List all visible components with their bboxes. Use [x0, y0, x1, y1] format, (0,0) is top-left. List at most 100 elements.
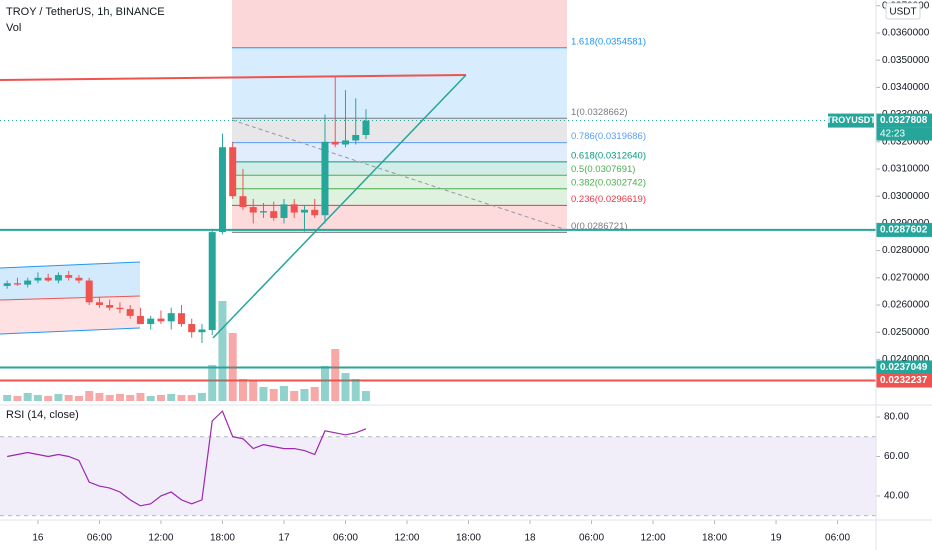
volume-label: Vol: [6, 22, 21, 34]
candle-body: [54, 275, 62, 281]
price-label: 0.0232237: [880, 375, 928, 386]
volume-bar: [320, 366, 329, 401]
currency[interactable]: USDT: [889, 7, 916, 18]
x-tick-label: 06:00: [87, 533, 112, 544]
candle-body: [311, 209, 319, 216]
volume-bar: [126, 395, 135, 401]
countdown: 42:23: [880, 129, 905, 140]
price-label-box: [876, 113, 932, 128]
rsi-band: [0, 436, 876, 516]
candle-body: [116, 307, 124, 310]
volume-bar: [208, 365, 217, 401]
y-tick-label: 0.0270000: [882, 272, 930, 283]
candle-body: [24, 280, 32, 285]
volume-bar: [290, 391, 299, 401]
volume-bar: [85, 391, 94, 401]
volume-bar: [156, 395, 165, 401]
candle-body: [331, 141, 339, 145]
volume-bar: [177, 395, 186, 401]
candle-body: [218, 147, 226, 233]
fib-label: 1.618(0.0354581): [571, 36, 646, 47]
price-label-box: [876, 373, 932, 388]
candle-body: [188, 324, 196, 333]
channel-line: [0, 261, 141, 269]
x-tick-label: 19: [770, 533, 782, 544]
volume-bar: [44, 396, 53, 401]
volume-bar: [228, 333, 237, 401]
volume-bar: [23, 393, 32, 401]
trend-line: [212, 74, 467, 339]
volume-bar: [13, 396, 22, 401]
rsi-line: [7, 410, 367, 507]
candle-body: [95, 302, 103, 306]
volume-bar: [3, 395, 12, 401]
price-label: 0.0287602: [880, 225, 928, 236]
fib-zone: [232, 161, 567, 176]
candle-body: [270, 211, 278, 218]
y-tick-label: 0.0240000: [882, 354, 930, 365]
x-tick-label: 06:00: [333, 533, 358, 544]
channel-line: [0, 327, 141, 335]
x-tick-label: 17: [278, 533, 290, 544]
y-tick-label: 0.0340000: [882, 82, 930, 93]
fib-zone: [232, 47, 567, 119]
candle-body: [167, 313, 175, 322]
volume-bar: [33, 395, 42, 401]
volume-bar: [167, 394, 176, 401]
y-tick-label: 0.0300000: [882, 191, 930, 202]
candle-body: [34, 277, 42, 281]
volume-bar: [105, 395, 114, 401]
candle-body: [290, 204, 298, 213]
y-tick-label: 0.0350000: [882, 55, 930, 66]
rsi-title: RSI (14, close): [6, 409, 79, 421]
y-tick-label: 0.0320000: [882, 136, 930, 147]
candle-body: [157, 318, 165, 322]
x-tick-label: 18:00: [702, 533, 727, 544]
candle-body: [147, 318, 155, 325]
fib-label: 0.618(0.0312640): [571, 150, 646, 161]
price-label-box: [876, 360, 932, 375]
fib-zone: [232, 175, 567, 189]
trend-line: [0, 74, 467, 81]
price-label: 0.0237049: [880, 362, 928, 373]
candle-body: [300, 209, 308, 213]
volume-bar: [259, 387, 268, 401]
fib-label: 0.5(0.0307691): [571, 164, 635, 175]
symbol: TROYUSDT: [826, 115, 876, 125]
candle-body: [229, 147, 237, 197]
candle-body: [341, 140, 349, 145]
volume-bar: [115, 394, 124, 401]
volume-bar: [249, 381, 258, 401]
candle-body: [249, 207, 257, 213]
fib-label: 0(0.0286721): [571, 221, 628, 232]
fib-zone: [232, 0, 567, 48]
volume-bar: [187, 395, 196, 401]
volume-bar: [331, 349, 340, 401]
fib-zone: [232, 142, 567, 162]
y-tick-label: 0.0250000: [882, 327, 930, 338]
x-tick-label: 18:00: [210, 533, 235, 544]
x-tick-label: 06:00: [579, 533, 604, 544]
volume-bar: [136, 393, 145, 401]
chart-title: TROY / TetherUS, 1h, BINANCE: [6, 6, 165, 18]
drawings: [0, 74, 568, 339]
x-tick-label: 18:00: [456, 533, 481, 544]
fib-zone: [232, 118, 567, 143]
volume-bar: [218, 301, 227, 401]
candle-body: [321, 141, 329, 216]
rsi-y-tick-label: 60.00: [884, 451, 909, 462]
channel-line: [0, 295, 141, 301]
candle-body: [177, 313, 185, 325]
volume-bar: [269, 389, 278, 401]
volume-bar: [341, 373, 350, 401]
channel-lower: [0, 296, 140, 334]
candle-body: [136, 315, 144, 325]
x-tick-label: 12:00: [641, 533, 666, 544]
currency-box[interactable]: [885, 2, 921, 20]
rsi-y-tick-label: 40.00: [884, 491, 909, 502]
candle-body: [3, 283, 11, 286]
x-tick-label: 18: [524, 533, 536, 544]
fib-label: 1(0.0328662): [571, 107, 628, 118]
